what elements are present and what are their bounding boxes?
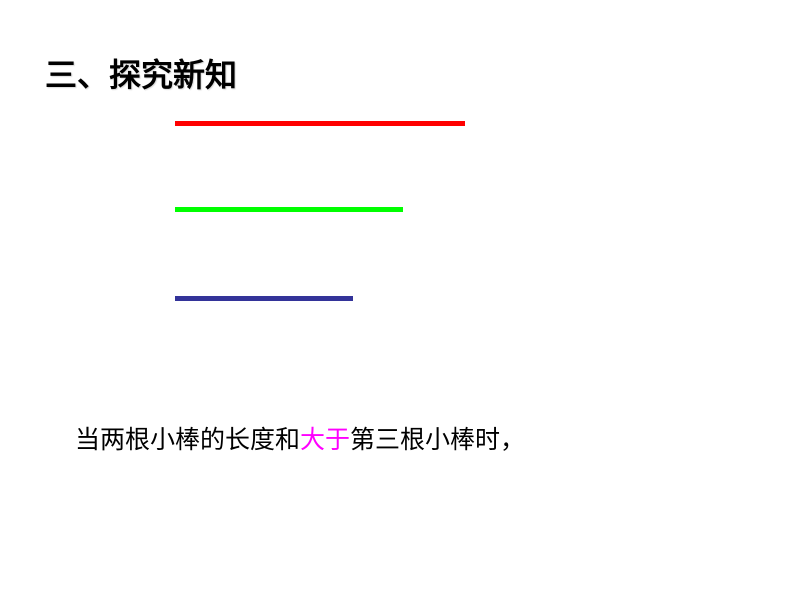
section-title: 三、探究新知 (45, 50, 237, 96)
statement-highlight: 大于 (300, 427, 350, 454)
blue-line (175, 296, 353, 301)
red-line (175, 121, 465, 126)
statement-text: 当两根小棒的长度和大于第三根小棒时， (75, 420, 525, 456)
green-line (175, 207, 403, 212)
statement-suffix: 第三根小棒时， (350, 427, 525, 454)
statement-prefix: 当两根小棒的长度和 (75, 427, 300, 454)
